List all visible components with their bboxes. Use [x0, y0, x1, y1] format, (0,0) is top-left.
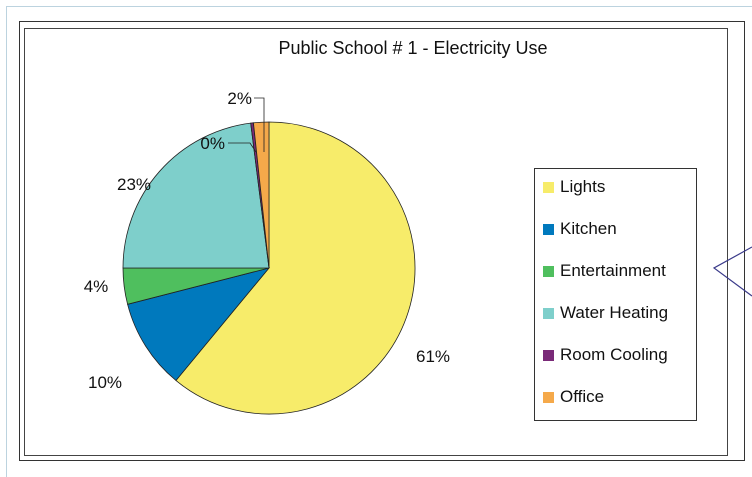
legend-swatch — [543, 181, 554, 193]
data-label-water-heating: 23% — [117, 175, 151, 194]
legend-item-kitchen: Kitchen — [543, 219, 617, 239]
legend-label: Entertainment — [560, 261, 666, 280]
pie-slice-water-heating — [122, 122, 270, 269]
leader-line-office — [254, 97, 265, 152]
chart-area — [19, 21, 745, 461]
data-label-office: 2% — [227, 89, 252, 108]
legend-swatch — [543, 265, 554, 277]
legend-label: Lights — [560, 177, 606, 196]
legend-label: Water Heating — [560, 303, 669, 322]
legend: Lights Kitchen Entertainment Water Heating R… — [534, 168, 697, 421]
data-label-entertainment: 4% — [84, 277, 109, 296]
legend-item-entertainment: Entertainment — [543, 261, 666, 281]
legend-swatch — [543, 349, 554, 361]
data-label-room-cooling: 0% — [200, 134, 225, 153]
page-frame — [6, 6, 752, 477]
data-label-lights: 61% — [416, 347, 450, 366]
legend-swatch — [543, 223, 554, 235]
pie-slice-lights — [175, 121, 416, 415]
data-label-kitchen: 10% — [88, 373, 122, 392]
legend-swatch — [543, 391, 554, 403]
chart-title: Public School # 1 - Electricity Use — [278, 38, 547, 58]
chart-plot-frame — [24, 28, 728, 456]
legend-label: Room Cooling — [560, 345, 668, 364]
pie-slice-kitchen — [127, 267, 271, 382]
legend-label: Office — [560, 387, 605, 406]
legend-item-water-heating: Water Heating — [543, 303, 668, 323]
legend-item-lights: Lights — [543, 177, 605, 197]
legend-item-room-cooling: Room Cooling — [543, 345, 668, 365]
legend-label: Kitchen — [560, 219, 617, 238]
leader-line-room-cooling — [228, 142, 257, 153]
legend-swatch — [543, 307, 554, 319]
callout-arrow — [712, 246, 752, 297]
legend-item-office: Office — [543, 387, 604, 407]
pie-slice-office — [252, 121, 270, 269]
